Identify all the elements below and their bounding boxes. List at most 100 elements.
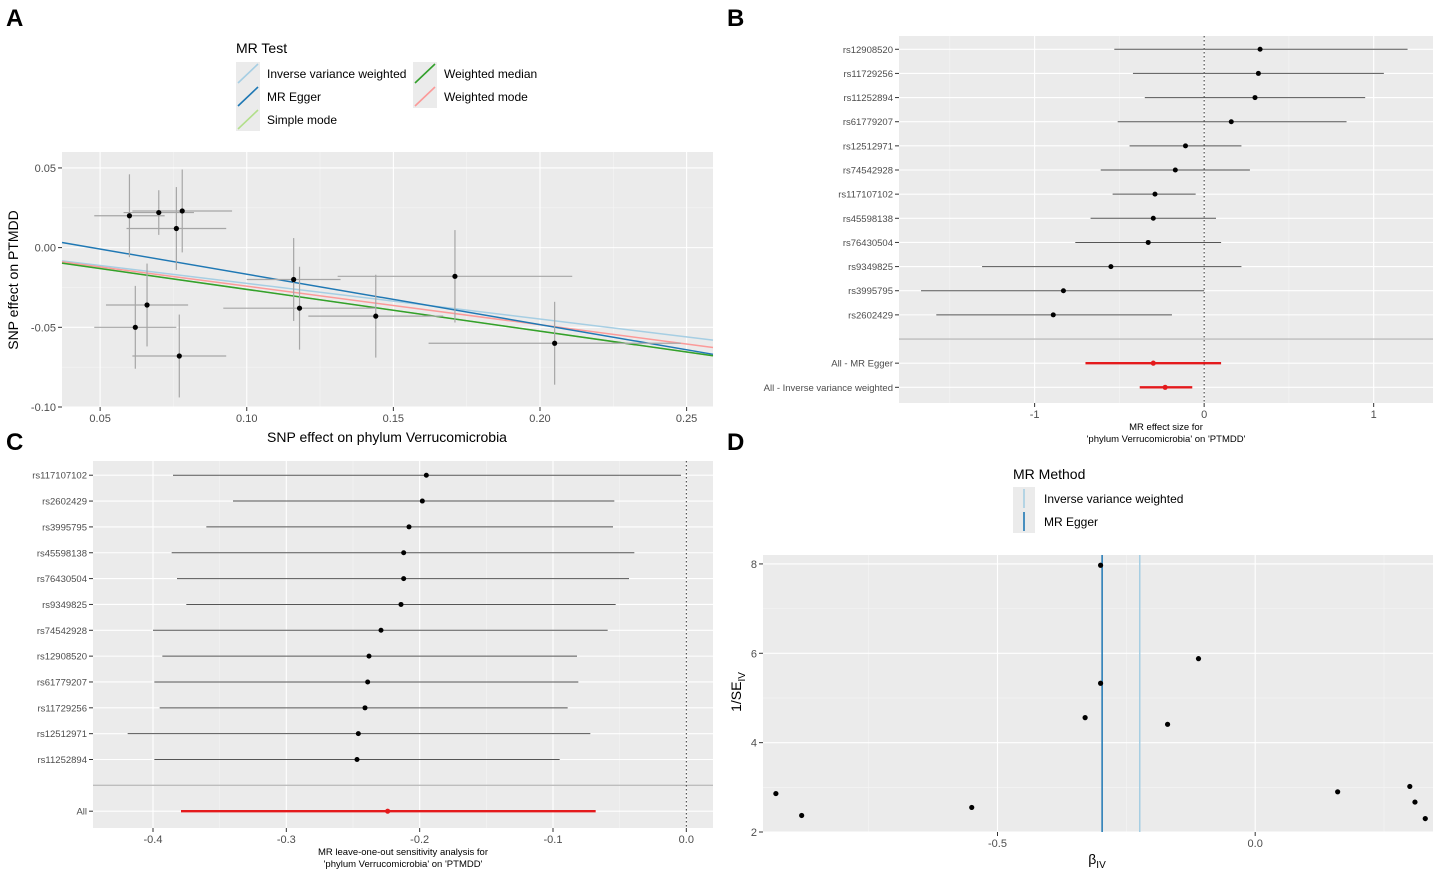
category-label: rs12512971 [843,141,893,152]
category-label: All - MR Egger [831,359,893,370]
category-label: rs76430504 [843,238,893,249]
panel-c-x-axis-label-line2: 'phylum Verrucomicrobia' on 'PTMDD' [324,859,483,870]
legend-label: MR Egger [1044,515,1098,529]
x-tick-label: 0.0 [679,834,694,846]
y-tick-label: 4 [751,738,757,750]
x-tick-label: 0.0 [1248,838,1263,850]
panel-b-x-axis-label-line1: MR effect size for [1129,422,1203,433]
snp-point [1145,239,1151,245]
snp-point [423,472,429,478]
category-label: rs12908520 [843,45,893,56]
data-point [1422,815,1428,822]
snp-point [1228,119,1234,125]
data-point [296,305,303,311]
x-tick-label: -0.5 [988,838,1007,850]
panel-a-regression-lines [61,241,714,357]
legend-key-line [414,86,436,107]
snp-point [1255,70,1261,76]
category-label: All [76,807,87,818]
snp-point [378,627,384,633]
snp-point [1108,264,1114,270]
legend-label: Weighted median [444,67,537,81]
legend-label: MR Egger [267,90,321,104]
snp-point [406,524,412,530]
panel-c-plot-area [93,461,713,828]
x-tick-label: -0.4 [144,834,163,846]
data-point [1164,721,1171,727]
panel-d-estimate-lines [1101,555,1141,832]
data-point [126,213,133,219]
data-point [773,790,779,797]
panel-d-plot-area [763,555,1433,832]
data-point [1407,783,1413,790]
category-label: rs74542928 [37,626,87,637]
legend-label: Weighted mode [444,90,528,104]
legend-key-line [237,109,259,130]
snp-point [1182,143,1188,149]
panel-b-ticks: rs12908520 rs11729256 rs11252894 rs61779207… [764,45,1377,421]
category-label: rs12908520 [37,652,87,663]
legend-label: Inverse variance weighted [1044,492,1183,506]
data-point [173,225,179,232]
category-label: rs76430504 [37,574,87,585]
legend-label: Simple mode [267,113,337,127]
snp-point [401,550,407,556]
panel-d-legend-title: MR Method [1013,466,1085,482]
panel-c-x-axis-label-line1: MR leave-one-out sensitivity analysis fo… [318,847,488,858]
panel-d-x-label-sub: IV [1096,860,1106,871]
snp-point [419,498,425,504]
data-point [1097,562,1104,568]
x-tick-label: 0.15 [383,413,404,425]
x-tick-label: 1 [1371,409,1377,421]
y-tick-label: 0.00 [35,243,56,255]
category-label: rs61779207 [37,677,87,688]
legend-key-line [414,63,436,84]
x-tick-label: -0.2 [410,834,429,846]
regression-line [61,261,714,349]
category-label: rs3995795 [42,522,87,533]
regression-line [61,262,714,357]
panel-a-ticks: 0.05 0.10 0.15 0.20 0.25 0.05 0.00 -0.05 -0.10 [31,163,697,425]
category-label: rs2602429 [42,497,87,508]
summary-point [385,808,391,814]
panel-a: A MR Test Inverse variance weighted MR Eg… [5,5,714,445]
panel-d: D MR Method Inverse variance weightedMR … [727,429,1433,871]
panel-c-forest [93,461,713,828]
category-label: rs11252894 [844,93,893,104]
snp-point [355,731,361,737]
data-point [132,324,138,330]
category-label: All - Inverse variance weighted [764,383,893,394]
x-tick-label: -1 [1030,409,1040,421]
data-point [1412,799,1418,805]
panel-a-legend-items: Inverse variance weighted MR Egger Simple … [236,62,537,131]
panel-b-letter: B [727,5,744,32]
panel-a-points [126,208,558,359]
data-point [144,302,150,308]
panel-b: B rs12908520 rs11729256 rs11252894 rs617792… [727,5,1433,445]
regression-line [61,241,714,356]
category-label: rs45598138 [843,214,893,225]
panel-d-legend-items: Inverse variance weighted MR Egger [1013,487,1183,533]
data-point [179,208,185,214]
y-tick-label: 6 [751,648,757,660]
data-point [1335,789,1341,795]
panel-d-y-label-main: 1/SE [728,682,744,712]
summary-point [1150,360,1156,366]
panel-a-letter: A [6,5,23,32]
panel-d-y-axis-label: 1/SEIV [728,672,748,712]
panel-a-legend-title: MR Test [236,40,287,56]
data-point [176,353,182,359]
data-point [969,804,975,811]
x-tick-label: 0.20 [529,413,550,425]
y-tick-label: -0.05 [31,322,56,334]
legend-label: Inverse variance weighted [267,67,406,81]
category-label: rs11729256 [844,69,893,80]
category-label: rs9349825 [848,262,893,273]
x-tick-label: -0.3 [277,834,296,846]
legend-key-line [237,63,259,84]
x-tick-label: 0.05 [89,413,110,425]
x-tick-label: 0.25 [676,413,697,425]
x-tick-label: 0 [1201,409,1207,421]
